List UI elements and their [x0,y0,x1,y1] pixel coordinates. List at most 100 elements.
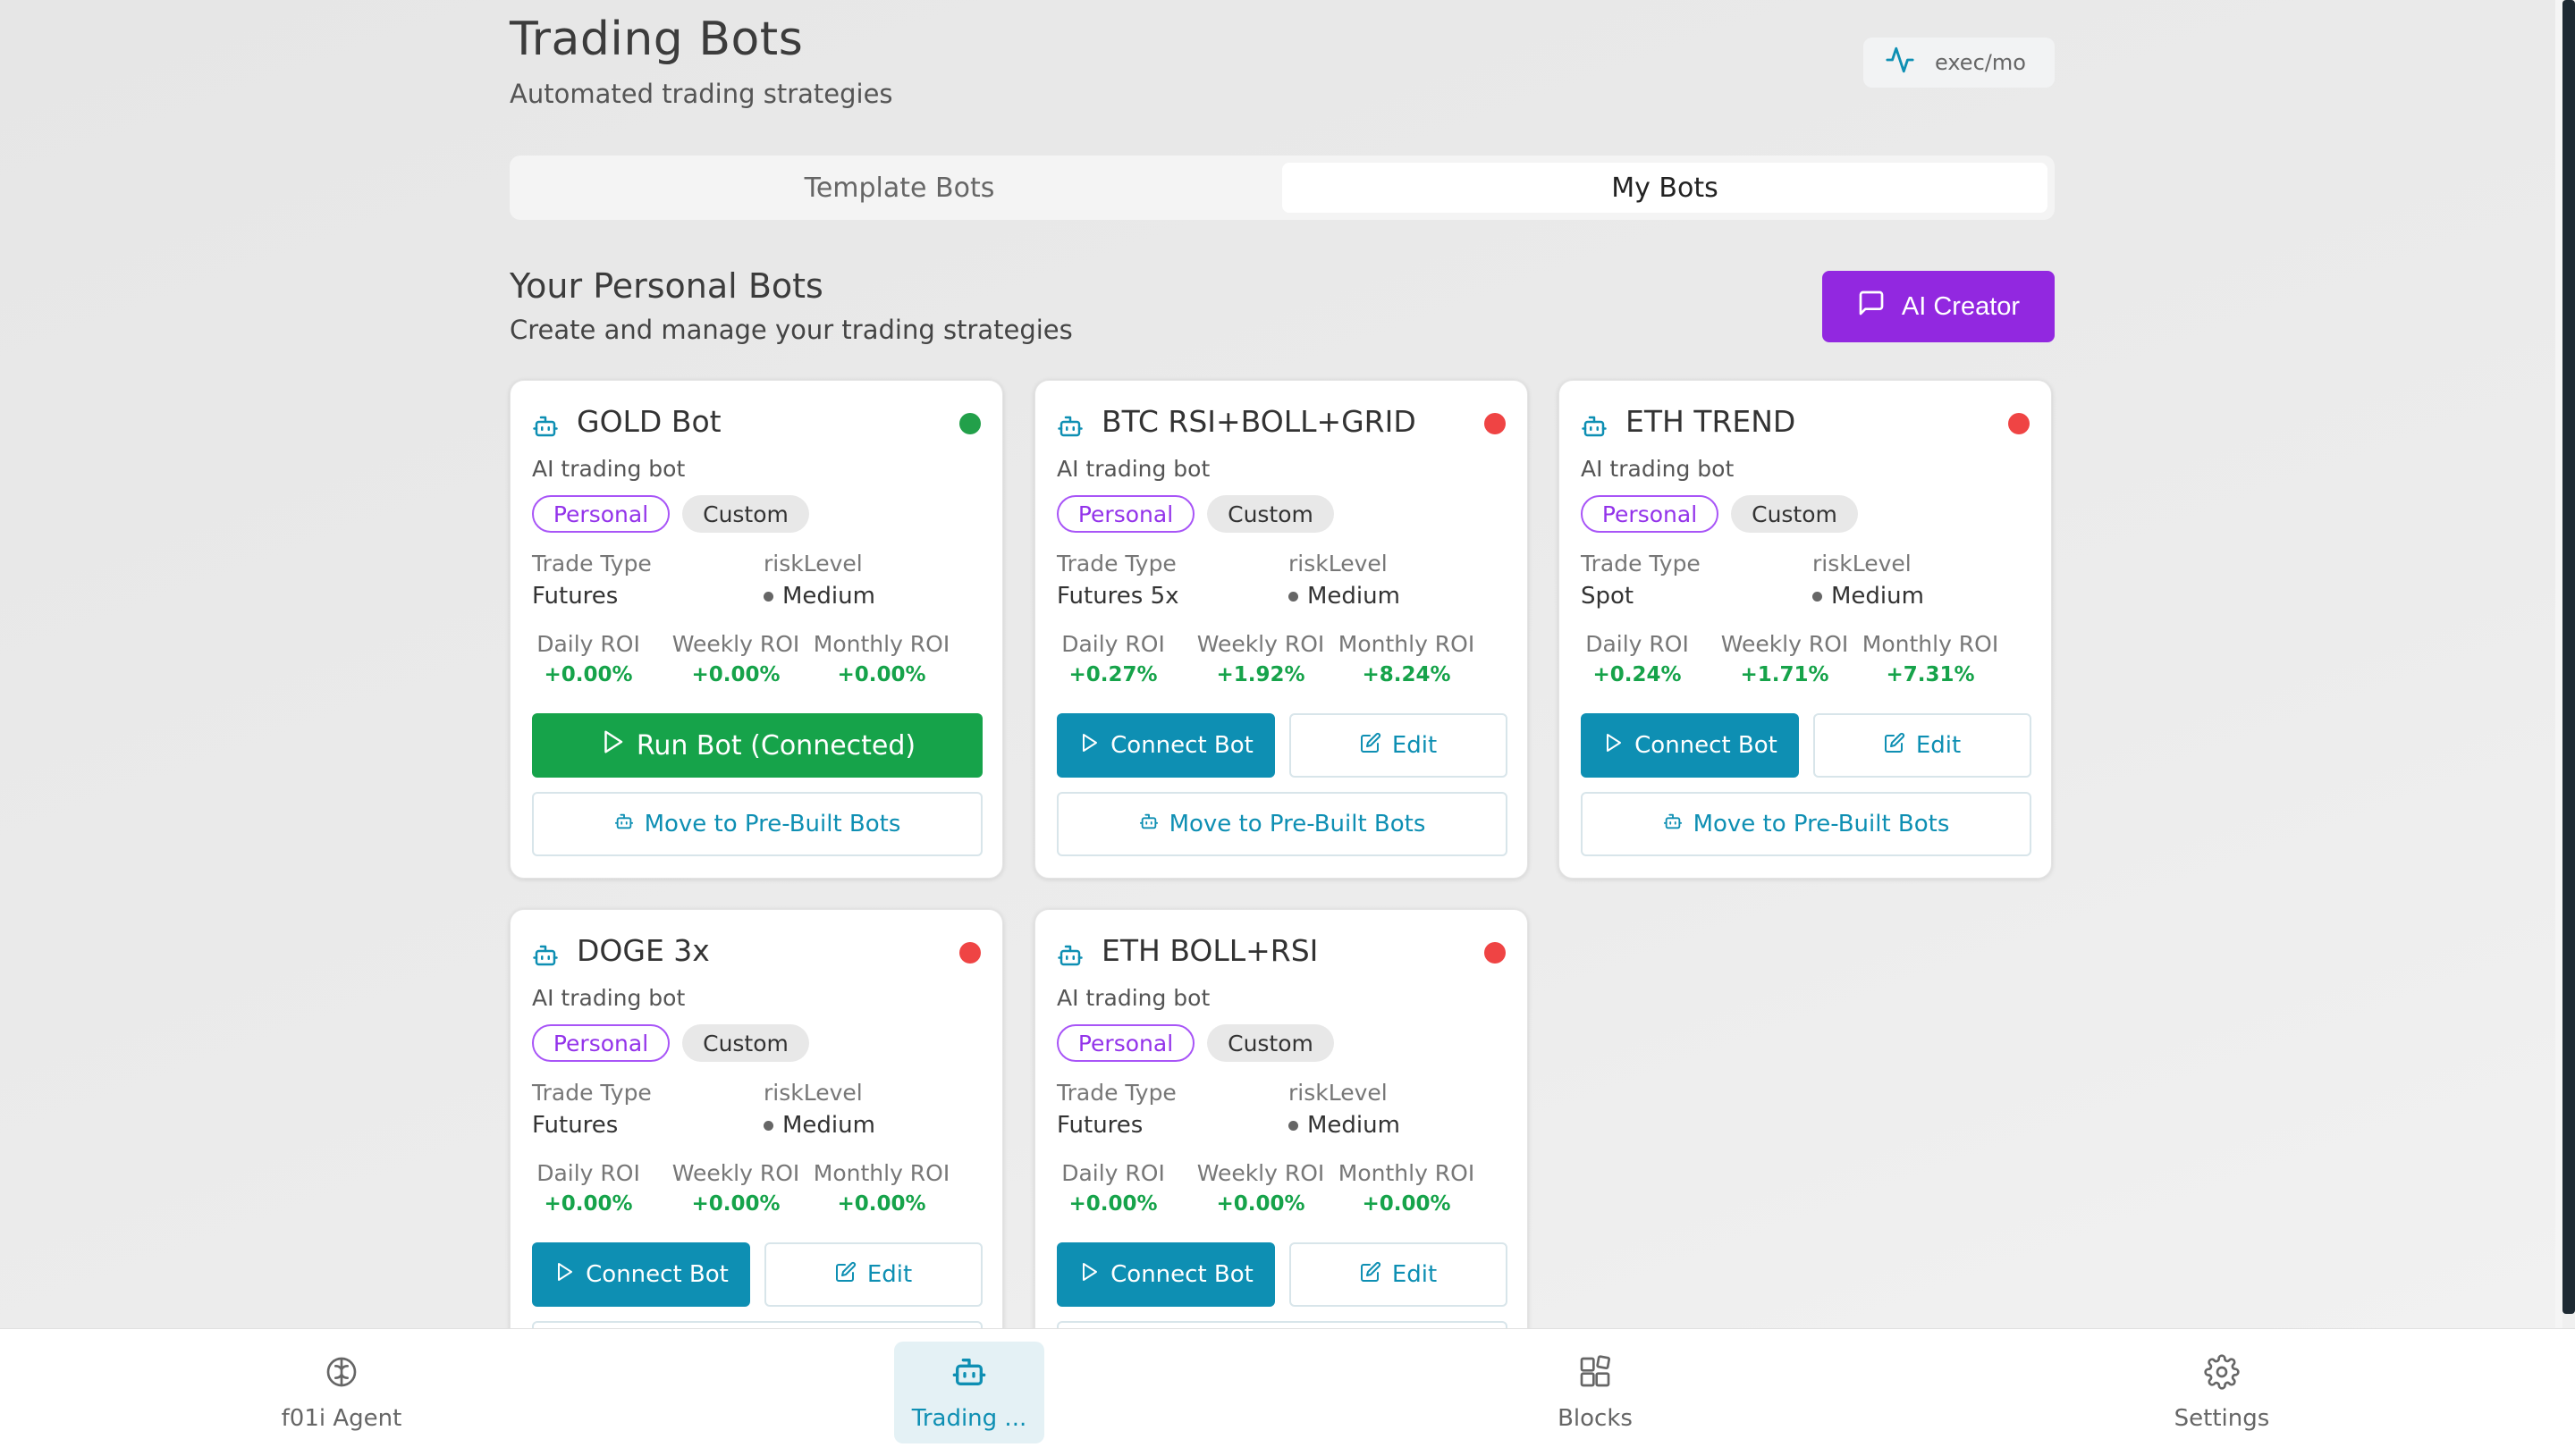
play-icon [599,728,626,762]
weekly-roi-label: Weekly ROI [1720,631,1849,657]
personal-badge: Personal [1057,495,1195,533]
risk-level-text: Medium [1307,1112,1400,1139]
trade-type-label: Trade Type [1581,551,1701,577]
daily-roi-value: +0.24% [1592,663,1682,686]
move-to-prebuilt-button[interactable]: Move to Pre-Built Bots [1581,792,2031,856]
trade-type-label: Trade Type [1057,551,1177,577]
move-to-prebuilt-button[interactable]: Move to Pre-Built Bots [1057,792,1507,856]
connect-bot-button[interactable]: Connect Bot [532,1242,750,1307]
move-label: Move to Pre-Built Bots [1169,811,1426,837]
bot-tabs: Template Bots My Bots [510,156,2055,220]
monthly-roi-value: +7.31% [1886,663,1975,686]
connect-bot-label: Connect Bot [1634,732,1777,759]
activity-icon [1885,45,1915,80]
section-title: Your Personal Bots [510,266,823,306]
weekly-roi-label: Weekly ROI [671,631,800,657]
daily-roi-value: +0.00% [1068,1192,1158,1216]
edit-label: Edit [1915,732,1962,759]
move-to-prebuilt-button[interactable]: Move to Pre-Built Bots [532,792,983,856]
risk-level-text: Medium [782,1112,875,1139]
weekly-roi-value: +0.00% [691,663,781,686]
weekly-roi-label: Weekly ROI [671,1160,800,1186]
bot-description: AI trading bot [1057,985,1211,1011]
status-indicator [2008,413,2030,434]
bot-icon [614,811,634,837]
edit-label: Edit [1391,1261,1438,1288]
bot-icon [1057,942,1084,969]
nav-item-blocks[interactable]: Blocks [1532,1342,1658,1443]
risk-level-value: Medium [764,1112,875,1139]
bot-icon [951,1354,987,1396]
scrollbar-thumb[interactable] [2562,0,2575,1314]
weekly-roi-value: +1.71% [1740,663,1829,686]
daily-roi-value: +0.00% [544,663,633,686]
play-icon [1078,732,1100,760]
monthly-roi-label: Monthly ROI [1338,631,1475,657]
risk-dot [1812,592,1822,602]
bot-name: ETH TREND [1625,404,1796,439]
connect-bot-button[interactable]: Connect Bot [1057,713,1275,778]
bot-name: DOGE 3x [577,933,710,968]
custom-badge: Custom [1731,495,1858,533]
edit-icon [1884,732,1905,760]
trade-type-label: Trade Type [532,551,652,577]
daily-roi-label: Daily ROI [1061,631,1165,657]
edit-label: Edit [1391,732,1438,759]
bot-description: AI trading bot [1581,456,1735,482]
edit-bot-button[interactable]: Edit [764,1242,983,1307]
move-label: Move to Pre-Built Bots [644,811,901,837]
gear-icon [2204,1353,2240,1396]
risk-dot [764,1121,773,1131]
daily-roi-label: Daily ROI [1061,1160,1165,1186]
run-bot-button[interactable]: Run Bot (Connected) [532,713,983,778]
brain-icon [324,1354,359,1396]
bot-icon [532,942,559,969]
risk-level-value: Medium [1812,583,1924,610]
nav-item-trading[interactable]: Trading ... [894,1342,1044,1443]
monthly-roi-label: Monthly ROI [813,631,950,657]
bot-icon [1581,413,1608,440]
risk-level-text: Medium [782,583,875,610]
bot-icon [1663,811,1683,837]
trade-type-value: Futures [1057,1112,1144,1139]
risk-dot [1288,1121,1298,1131]
nav-label: Blocks [1558,1404,1633,1432]
exec-label: exec/mo [1935,50,2026,75]
daily-roi-label: Daily ROI [536,1160,640,1186]
bot-description: AI trading bot [1057,456,1211,482]
risk-level-value: Medium [1288,1112,1400,1139]
bot-name: BTC RSI+BOLL+GRID [1102,404,1416,439]
custom-badge: Custom [1207,495,1334,533]
risk-level-label: riskLevel [764,1080,863,1106]
ai-creator-button[interactable]: AI Creator [1822,271,2055,342]
edit-bot-button[interactable]: Edit [1289,713,1507,778]
monthly-roi-value: +0.00% [837,663,926,686]
edit-icon [1360,1261,1381,1289]
scrollbar[interactable] [2555,0,2575,1328]
daily-roi-label: Daily ROI [536,631,640,657]
bottom-nav: f01i Agent Trading ... Blocks Settings [0,1328,2575,1456]
status-indicator [959,413,981,434]
tab-template-bots[interactable]: Template Bots [804,172,995,204]
nav-item-agent[interactable]: f01i Agent [279,1342,404,1443]
connect-bot-button[interactable]: Connect Bot [1057,1242,1275,1307]
bot-card[interactable]: BTC RSI+BOLL+GRID AI trading bot Personal C… [1034,380,1528,879]
connect-bot-button[interactable]: Connect Bot [1581,713,1799,778]
edit-bot-button[interactable]: Edit [1813,713,2031,778]
monthly-roi-value: +8.24% [1362,663,1451,686]
connect-bot-label: Connect Bot [586,1261,729,1288]
tab-my-bots[interactable]: My Bots [1282,163,2047,213]
risk-level-label: riskLevel [1288,1080,1388,1106]
nav-item-settings[interactable]: Settings [2159,1342,2284,1443]
edit-bot-button[interactable]: Edit [1289,1242,1507,1307]
play-icon [1078,1261,1100,1289]
bot-card[interactable]: GOLD Bot AI trading bot Personal Custom Trad… [510,380,1003,879]
risk-level-text: Medium [1831,583,1924,610]
monthly-roi-label: Monthly ROI [1338,1160,1475,1186]
risk-level-label: riskLevel [1812,551,1912,577]
exec-indicator[interactable]: exec/mo [1863,38,2055,88]
blocks-icon [1577,1354,1613,1396]
bot-card[interactable]: DOGE 3x AI trading bot Personal Custom Trade… [510,909,1003,1408]
play-icon [1602,732,1624,760]
bot-card[interactable]: ETH TREND AI trading bot Personal Custom Tra… [1558,380,2052,879]
